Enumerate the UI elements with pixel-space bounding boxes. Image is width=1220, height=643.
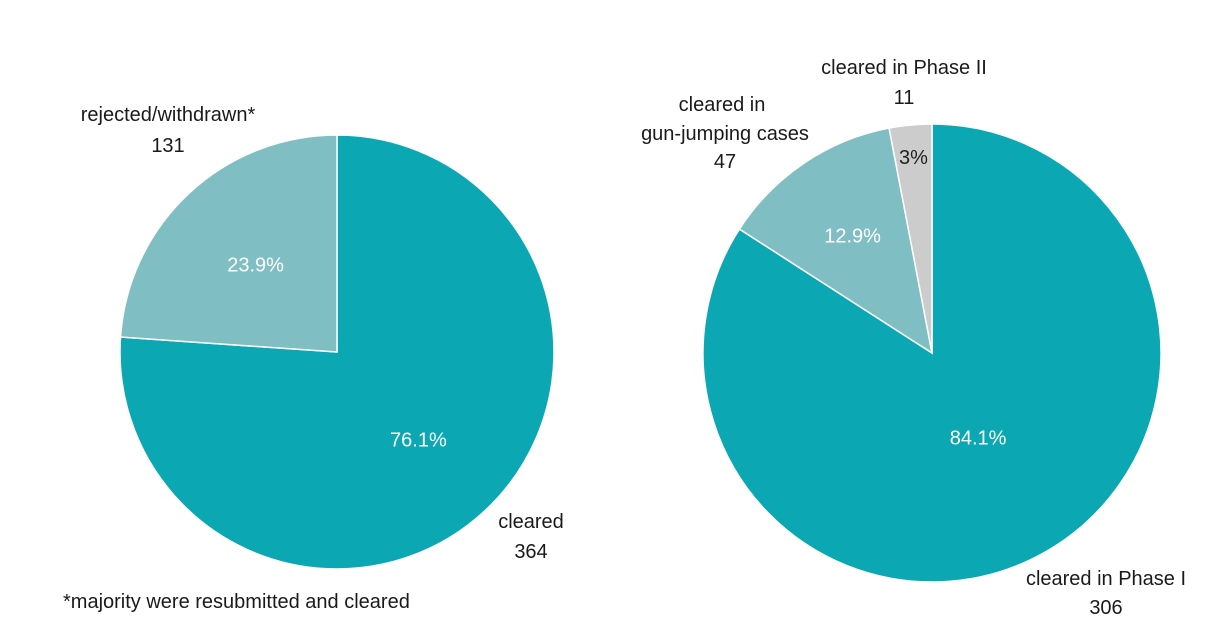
label-phase-1: cleared in Phase I [1026, 568, 1186, 590]
count-phase-2: 11 [894, 87, 915, 109]
slice-cleared-gun-jumping [738, 127, 934, 355]
label-gun-jumping-line-2: gun-jumping cases [641, 123, 809, 145]
count-rejected-withdrawn: 131 [151, 135, 184, 157]
percent-label-phase-1: 84.1% [950, 427, 1007, 449]
label-cleared: cleared [498, 511, 564, 533]
label-rejected-withdrawn: rejected/withdrawn* [81, 104, 256, 126]
label-gun-jumping-line-1: cleared in [679, 94, 766, 116]
percent-label-gun-jumping: 12.9% [824, 225, 881, 247]
pie-chart-1: 76.1% 23.9% rejected/withdrawn* 131 clea… [63, 104, 564, 613]
footnote: *majority were resubmitted and cleared [63, 591, 410, 613]
percent-label-rejected-withdrawn: 23.9% [227, 255, 284, 277]
slice-rejected-withdrawn [119, 134, 338, 353]
slice-cleared-phase-2 [888, 123, 933, 354]
count-cleared: 364 [514, 541, 547, 563]
count-gun-jumping: 47 [714, 151, 736, 173]
percent-label-phase-2: 3% [899, 147, 928, 169]
label-phase-2: cleared in Phase II [821, 57, 987, 79]
percent-label-cleared: 76.1% [390, 429, 447, 451]
count-phase-1: 306 [1089, 597, 1122, 619]
pie-chart-2: 84.1% 12.9% 3% cleared in Phase II 11 cl… [641, 57, 1186, 619]
